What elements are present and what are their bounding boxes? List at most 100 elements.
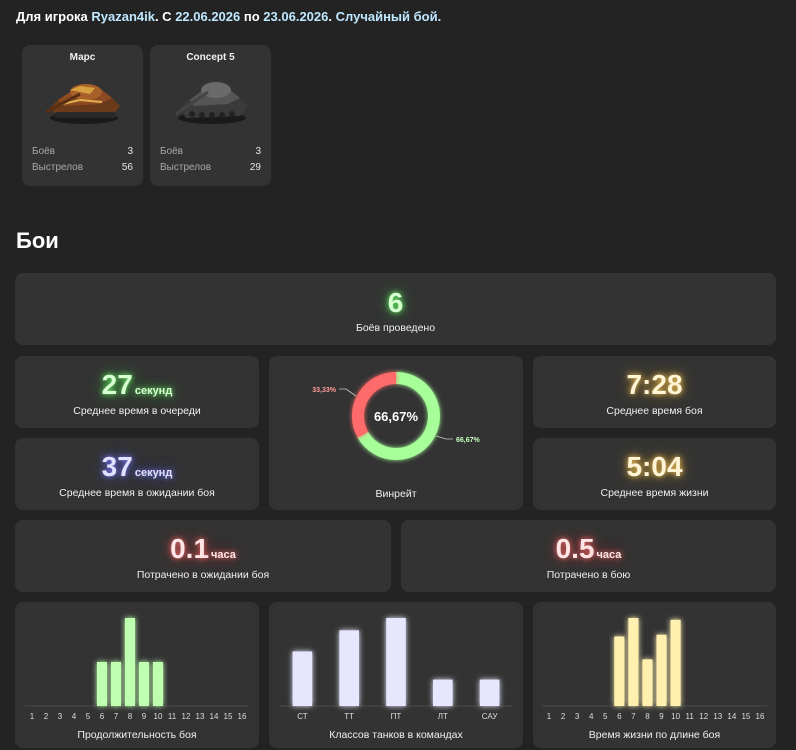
battles-value: 3	[255, 146, 261, 157]
battles-label: Боёв	[32, 146, 55, 157]
shots-value: 56	[121, 162, 133, 173]
tank-concept5-icon	[175, 82, 248, 124]
wait-time-card: 37 секунд Среднее время в ожидании боя	[15, 438, 259, 510]
avg-life-time-card: 5:04 Среднее время жизни	[533, 438, 776, 510]
shots-label: Выстрелов	[160, 162, 212, 173]
chart-tick-label: 8	[645, 712, 650, 721]
chart-tick-label: 14	[727, 712, 736, 721]
battles-value: 3	[127, 146, 133, 157]
chart-tick-label: 16	[238, 712, 247, 721]
tank-name: Concept 5	[186, 52, 235, 63]
chart-tick-label: 2	[44, 712, 49, 721]
battles-count-value: 6	[387, 287, 404, 318]
chart-tick-label: 11	[168, 712, 177, 721]
player-name[interactable]: Ryazan4ik	[91, 9, 155, 24]
winrate-win-label: 66,67%	[456, 437, 481, 444]
tank-card-mars[interactable]: Марс Боёв 3 Выстрелов 56	[22, 45, 143, 186]
wait-time-value: 37 секунд	[101, 451, 173, 482]
chart-tick-label: 6	[100, 712, 105, 721]
chart-bar	[614, 636, 625, 706]
tank-battles-row: Боёв 3	[32, 146, 133, 157]
chart-tick-label: 12	[699, 712, 708, 721]
chart-tick-label: 1	[547, 712, 552, 721]
date-from: 22.06.2026	[175, 9, 241, 24]
avg-life-time-value: 5:04	[626, 451, 683, 482]
chart-bar	[642, 659, 653, 706]
winrate-label: Винрейт	[375, 488, 417, 500]
chart-tick-label: 15	[741, 712, 750, 721]
spent-battle-card: 0.5 часа Потрачено в бою	[401, 520, 776, 592]
chart-bar	[138, 662, 150, 706]
avg-battle-time-value: 7:28	[626, 369, 683, 400]
avg-battle-time-card: 7:28 Среднее время боя	[533, 356, 776, 428]
tank-classes-chart-card: СТ ТТ ПТ ЛТ САУ Классов танков в командах	[269, 602, 523, 748]
battle-duration-chart: 1 2 3 4 5 6 7 8 9 10 11 12 13 14 15 16Продолжительность…	[25, 618, 249, 741]
section-title: Бои	[16, 228, 59, 253]
chart-tick-label: 1	[30, 712, 35, 721]
chart-tick-label: 10	[671, 712, 680, 721]
chart-bar	[152, 662, 164, 706]
chart-tick-label: 5	[86, 712, 91, 721]
chart-tick-label: 3	[58, 712, 63, 721]
shots-value: 29	[249, 162, 261, 173]
chart-bar	[432, 679, 453, 706]
chart-xlabel: Продолжительность боя	[77, 729, 196, 741]
header-mid2: по	[240, 9, 264, 24]
chart-tick-label: 15	[224, 712, 233, 721]
date-to: 23.06.2026	[263, 9, 329, 24]
chart-tick-label: 10	[154, 712, 163, 721]
tank-card-concept5[interactable]: Concept 5 Боёв 3 Выстрелов 29	[150, 45, 271, 186]
chart-tick-label: 13	[196, 712, 205, 721]
battle-mode: Случайный бой.	[335, 9, 442, 24]
header-mid3: .	[328, 9, 336, 24]
chart-tick-label: 8	[128, 712, 133, 721]
battles-label: Боёв	[160, 146, 183, 157]
chart-bar	[124, 618, 136, 706]
chart-tick-label: ТТ	[344, 712, 354, 721]
spent-waiting-value: 0.1 часа	[170, 533, 236, 564]
chart-tick-label: ЛТ	[438, 712, 448, 721]
chart-tick-label: 16	[756, 712, 765, 721]
battles-count-card: 6 Боёв проведено	[15, 273, 776, 345]
chart-tick-label: ПТ	[391, 712, 402, 721]
chart-tick-label: 5	[603, 712, 608, 721]
spent-waiting-card: 0.1 часа Потрачено в ожидании боя	[15, 520, 391, 592]
header-mid1: . С	[154, 9, 176, 24]
tank-classes-chart: СТ ТТ ПТ ЛТ САУ Классов танков в командах	[279, 618, 513, 741]
header-prefix: Для игрока	[16, 9, 92, 24]
chart-bar	[96, 662, 108, 706]
chart-tick-label: 3	[575, 712, 580, 721]
tank-name: Марс	[69, 52, 96, 63]
battles-count-label: Боёв проведено	[355, 322, 436, 334]
chart-xlabel: Классов танков в командах	[329, 729, 463, 741]
avg-battle-time-label: Среднее время боя	[606, 405, 703, 417]
chart-tick-label: СТ	[297, 712, 308, 721]
avg-life-time-label: Среднее время жизни	[600, 487, 709, 499]
chart-bar	[292, 651, 313, 706]
wait-time-label: Среднее время в ожидании боя	[59, 487, 215, 499]
tank-shots-row: Выстрелов 56	[32, 162, 133, 173]
chart-tick-label: 12	[182, 712, 191, 721]
chart-bar	[110, 662, 122, 706]
chart-bar	[670, 619, 681, 706]
tank-shots-row: Выстрелов 29	[160, 162, 261, 173]
winrate-donut: 66,67% 66,67% 33,33%	[312, 372, 481, 460]
chart-tick-label: 11	[686, 712, 695, 721]
chart-bar	[339, 630, 360, 706]
chart-xlabel: Время жизни по длине боя	[589, 729, 720, 741]
tank-battles-row: Боёв 3	[160, 146, 261, 157]
winrate-loss-slice	[352, 372, 440, 460]
queue-time-label: Среднее время в очереди	[73, 405, 201, 417]
chart-tick-label: 4	[589, 712, 594, 721]
chart-tick-label: 13	[713, 712, 722, 721]
chart-tick-label: 2	[561, 712, 566, 721]
chart-bar	[386, 618, 406, 706]
winrate-card: 66,67% 66,67% 33,33% Винрейт	[269, 356, 523, 510]
chart-tick-label: САУ	[482, 712, 499, 721]
lifetime-chart-card: 1 2 3 4 5 6 7 8 9 10 11 12 13 14 15 16 Время жизни по дл…	[533, 602, 776, 748]
chart-tick-label: 9	[142, 712, 147, 721]
chart-bar	[479, 679, 500, 706]
chart-bar	[656, 634, 667, 706]
chart-tick-label: 14	[210, 712, 219, 721]
